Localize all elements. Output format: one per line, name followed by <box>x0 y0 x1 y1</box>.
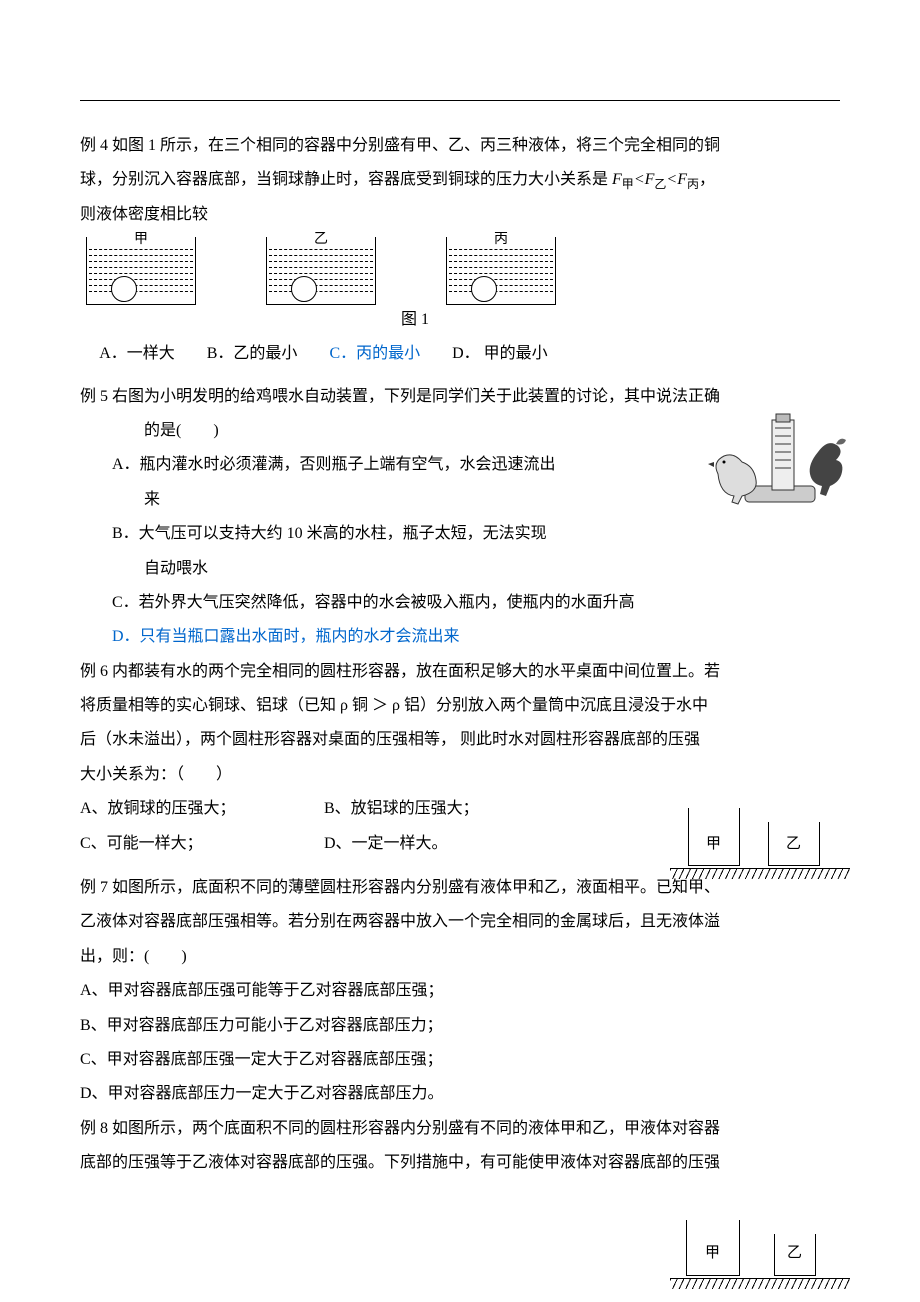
jar-label: 乙 <box>267 233 375 247</box>
ex5-b1: B．大气压可以支持大约 10 米高的水柱，瓶子太短，无法实现 <box>80 519 840 549</box>
ex6-block: 例 6 内都装有水的两个完全相同的圆柱形容器，放在面积足够大的水平桌面中间位置上… <box>80 657 840 859</box>
cylinder-label: 甲 <box>705 1239 720 1268</box>
ball-icon <box>291 276 317 302</box>
ex7-line3: 出，则：( ) <box>80 942 840 972</box>
ex6-line1: 例 6 内都装有水的两个完全相同的圆柱形容器，放在面积足够大的水平桌面中间位置上… <box>80 657 840 687</box>
cylinder-label: 乙 <box>787 1239 802 1268</box>
ex8-line2: 底部的压强等于乙液体对容器底部的压强。下列措施中，有可能使甲液体对容器底部的压强 <box>80 1148 840 1178</box>
ex6-figure: 甲乙 <box>670 794 850 884</box>
ex7-b: B、甲对容器底部压力可能小于乙对容器底部压力； <box>80 1011 840 1041</box>
ex7-line2: 乙液体对容器底部压强相等。若分别在两容器中放入一个完全相同的金属球后，且无液体溢 <box>80 907 840 937</box>
figure-1-caption: 图 1 <box>200 305 630 335</box>
jar: 丙 <box>446 237 556 305</box>
chicken-feeder-icon <box>700 408 850 518</box>
ex4-opt-c: C．丙的最小 <box>329 345 420 362</box>
ex4-line2a: 球，分别沉入容器底部，当铜球静止时，容器底受到铜球的压力大小关系是 <box>80 171 612 188</box>
ex6-line3: 后（水未溢出），两个圆柱形容器对桌面的压强相等， 则此时水对圆柱形容器底部的压强 <box>80 725 840 755</box>
ex6-opt-c: C、可能一样大； <box>80 829 320 859</box>
jar: 乙 <box>266 237 376 305</box>
ex4-relation: F甲<F乙<F丙 <box>612 171 699 188</box>
ex6-opt-a: A、放铜球的压强大； <box>80 794 320 824</box>
ex7-a: A、甲对容器底部压强可能等于乙对容器底部压强； <box>80 976 840 1006</box>
ex4-block: 例 4 如图 1 所示，在三个相同的容器中分别盛有甲、乙、丙三种液体，将三个完全… <box>80 131 840 370</box>
ex8-figure: 甲乙 <box>670 1194 850 1294</box>
cylinder-label: 甲 <box>706 830 721 859</box>
cylinder-label: 乙 <box>786 830 801 859</box>
ex4-opt-b: B．乙的最小 <box>207 345 298 362</box>
ex7-d: D、甲对容器底部压力一定大于乙对容器底部压力。 <box>80 1079 840 1109</box>
ex6-line2: 将质量相等的实心铜球、铝球（已知 ρ 铜 ＞ ρ 铝）分别放入两个量筒中沉底且浸… <box>80 691 840 721</box>
ex7-c: C、甲对容器底部压强一定大于乙对容器底部压强； <box>80 1045 840 1075</box>
ex4-line1: 例 4 如图 1 所示，在三个相同的容器中分别盛有甲、乙、丙三种液体，将三个完全… <box>80 131 840 161</box>
ex8-block: 例 8 如图所示，两个底面积不同的圆柱形容器内分别盛有不同的液体甲和乙，甲液体对… <box>80 1114 840 1184</box>
ex4-options: A．一样大 B．乙的最小 C．丙的最小 D． 甲的最小 <box>80 339 840 369</box>
ex6-opt-d: D、一定一样大。 <box>324 835 448 852</box>
ex4-line2: 球，分别沉入容器底部，当铜球静止时，容器底受到铜球的压力大小关系是 F甲<F乙<… <box>80 165 840 196</box>
jar-label: 丙 <box>447 233 555 247</box>
ball-icon <box>111 276 137 302</box>
ex4-line3: 则液体密度相比较 <box>80 200 840 230</box>
ex6-line4: 大小关系为：（ ） <box>80 760 840 790</box>
jar-label: 甲 <box>87 233 195 247</box>
ex5-block: 例 5 右图为小明发明的给鸡喂水自动装置，下列是同学们关于此装置的讨论，其中说法… <box>80 382 840 653</box>
ex4-opt-d: D． 甲的最小 <box>452 345 548 362</box>
ex8-line1: 例 8 如图所示，两个底面积不同的圆柱形容器内分别盛有不同的液体甲和乙，甲液体对… <box>80 1114 840 1144</box>
ball-icon <box>471 276 497 302</box>
jar: 甲 <box>86 237 196 305</box>
ex6-options-row: A、放铜球的压强大； B、放铝球的压强大； C、可能一样大； D、一定一样大。 … <box>80 794 840 859</box>
ex5-b2: 自动喂水 <box>80 554 840 584</box>
ex6-opt-b: B、放铝球的压强大； <box>324 800 479 817</box>
figure-1: 甲 乙 丙 图 1 <box>80 237 840 335</box>
ex5-d: D．只有当瓶口露出水面时，瓶内的水才会流出来 <box>80 622 840 652</box>
ex7-block: 例 7 如图所示，底面积不同的薄壁圆柱形容器内分别盛有液体甲和乙，液面相平。已知… <box>80 873 840 1110</box>
top-rule <box>80 100 840 101</box>
ex4-opt-a: A．一样大 <box>99 345 175 362</box>
ex5-c: C．若外界大气压突然降低，容器中的水会被吸入瓶内，使瓶内的水面升高 <box>80 588 840 618</box>
